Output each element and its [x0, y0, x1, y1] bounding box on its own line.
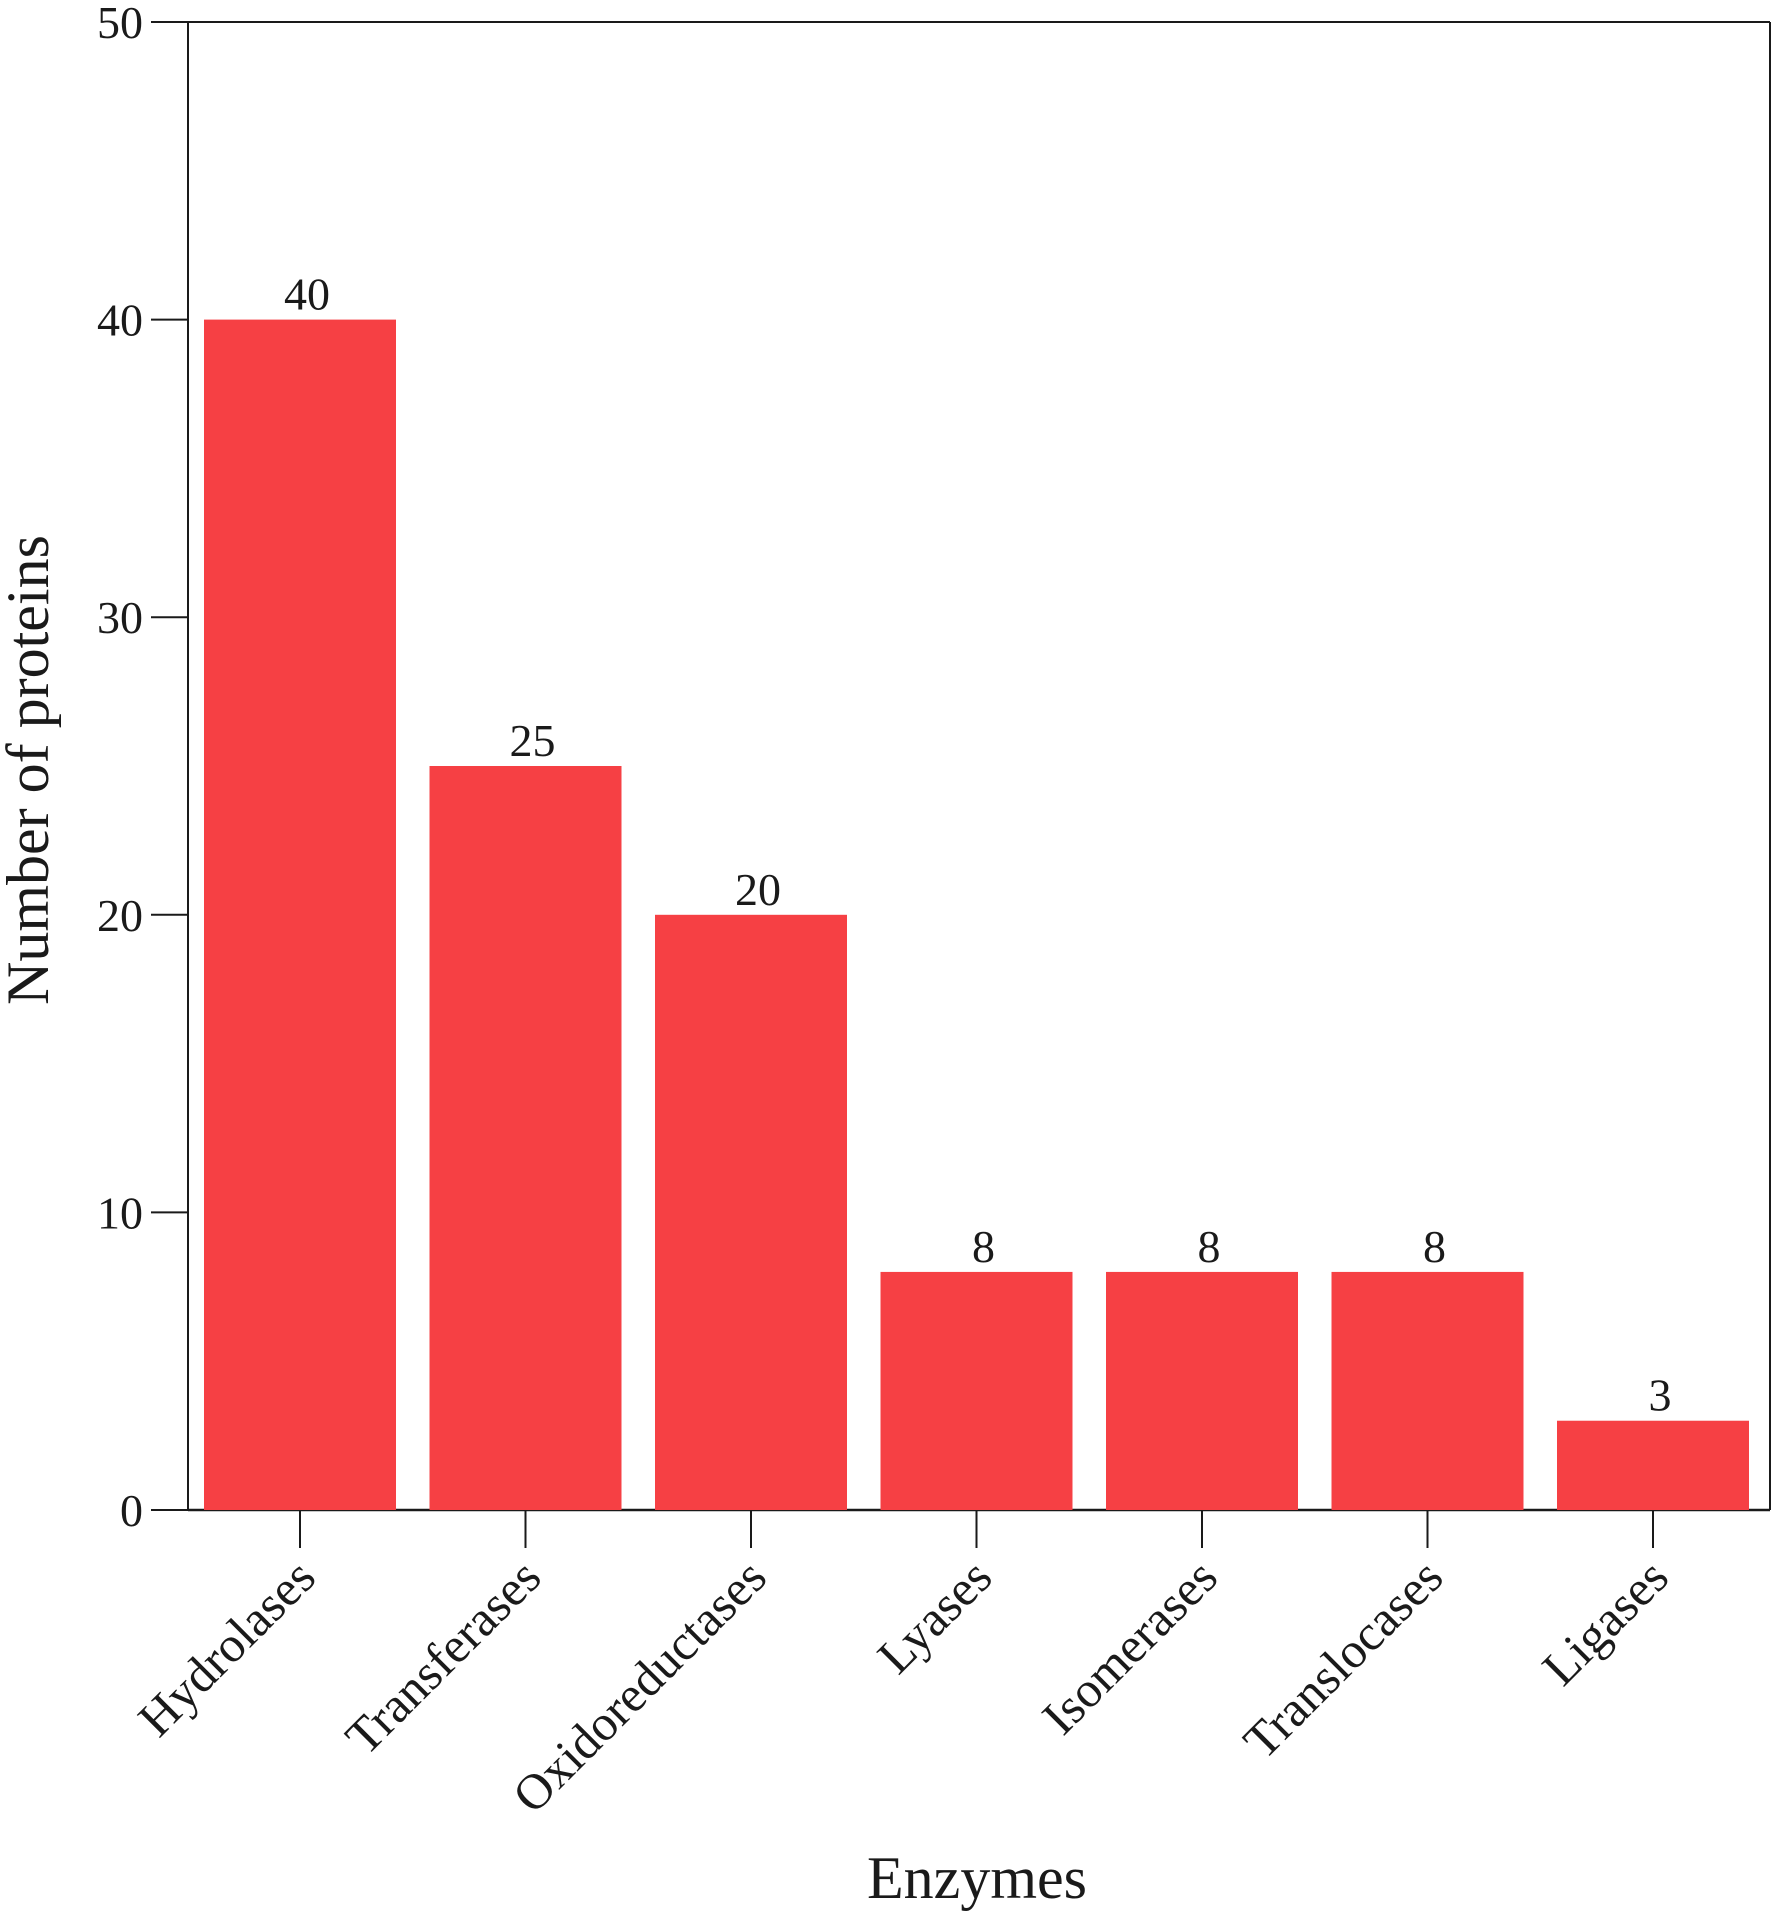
x-tick-label: Transferases	[334, 1548, 551, 1765]
data-labels: 40 25 20 8 8 8 3	[284, 269, 1672, 1421]
y-tick-label: 30	[97, 592, 143, 643]
data-label: 25	[510, 715, 556, 766]
y-tick-label: 10	[97, 1187, 143, 1238]
bar-ligases	[1557, 1420, 1749, 1510]
data-label: 8	[1198, 1221, 1221, 1272]
bar-lyases	[880, 1271, 1073, 1510]
y-tick-label: 20	[97, 890, 143, 941]
y-axis-ticks: 0 10 20 30 40 50	[97, 0, 188, 1536]
x-tick-label: Translocases	[1232, 1548, 1453, 1769]
x-tick-label: Isomerases	[1031, 1548, 1228, 1745]
data-label: 40	[284, 269, 330, 320]
bar-oxidoreductases	[655, 914, 847, 1510]
bar-hydrolases	[204, 319, 396, 1511]
y-tick-label: 0	[120, 1485, 143, 1536]
data-label: 8	[1423, 1221, 1446, 1272]
x-tick-label: Ligases	[1531, 1548, 1679, 1696]
data-label: 20	[735, 864, 781, 915]
bar-transferases	[429, 766, 622, 1510]
bar-translocases	[1331, 1271, 1524, 1510]
data-label: 8	[972, 1221, 995, 1272]
y-tick-label: 50	[97, 0, 143, 48]
data-label: 3	[1649, 1370, 1672, 1421]
bar-isomerases	[1106, 1271, 1298, 1510]
y-axis-title: Number of proteins	[0, 535, 61, 1005]
bars	[204, 319, 1749, 1511]
x-axis-title: Enzymes	[867, 1845, 1087, 1911]
x-tick-label: Lyases	[866, 1548, 1002, 1684]
x-tick-label: Hydrolases	[127, 1548, 326, 1747]
y-tick-label: 40	[97, 295, 143, 346]
